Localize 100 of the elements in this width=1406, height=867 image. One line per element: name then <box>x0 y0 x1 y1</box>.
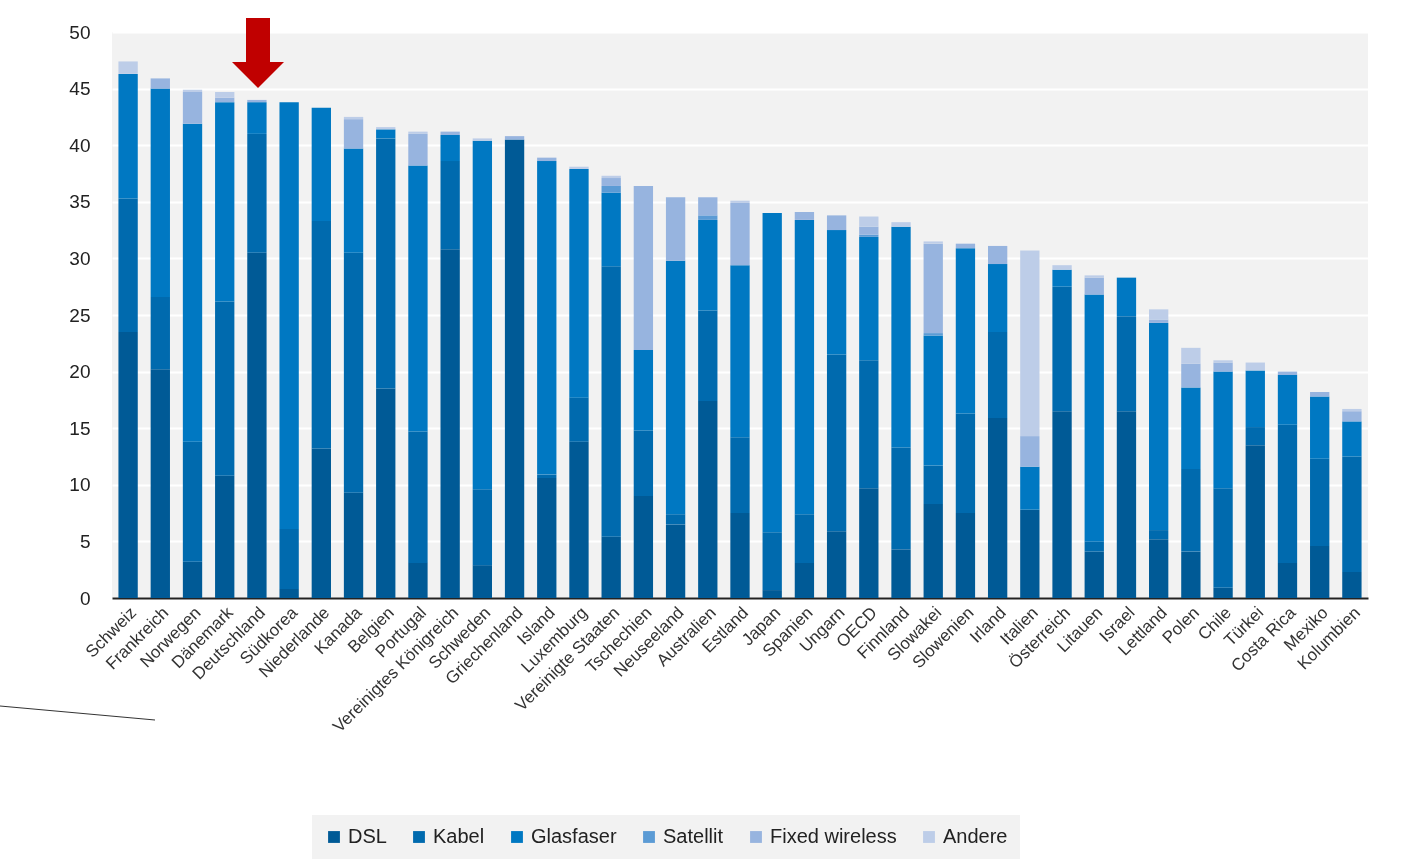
bar <box>1310 545 1330 598</box>
bar <box>601 536 621 598</box>
y-tick-label: 45 <box>69 78 91 100</box>
bar <box>665 514 686 525</box>
bar <box>408 165 428 432</box>
bar <box>665 197 686 261</box>
bar <box>343 252 364 493</box>
bar <box>730 513 750 598</box>
bar <box>150 369 170 598</box>
bar <box>569 397 589 442</box>
bar <box>826 230 847 355</box>
bar <box>118 61 138 74</box>
bar <box>182 92 203 124</box>
bar <box>794 514 815 563</box>
bar <box>569 168 589 398</box>
bar <box>1149 322 1169 531</box>
bar <box>215 92 235 98</box>
bar <box>440 161 460 250</box>
bar <box>601 185 621 193</box>
bar <box>311 221 331 449</box>
y-tick-label: 40 <box>69 134 91 156</box>
y-tick-label: 50 <box>69 21 91 43</box>
bar <box>150 296 170 370</box>
bar <box>215 102 235 302</box>
bar <box>1181 363 1201 388</box>
bar <box>1245 427 1265 446</box>
bar <box>472 140 493 490</box>
bar <box>1213 360 1233 363</box>
bar <box>1213 371 1233 489</box>
bar <box>1277 562 1298 598</box>
bar <box>955 248 976 414</box>
bar <box>730 265 750 438</box>
bar <box>472 489 493 566</box>
bar <box>1310 458 1330 546</box>
legend-label: Kabel <box>433 825 485 847</box>
y-tick-label: 25 <box>69 304 91 326</box>
bar <box>408 562 428 598</box>
bar <box>762 213 782 533</box>
bar <box>859 488 879 598</box>
bar <box>633 350 654 431</box>
bar <box>730 437 750 514</box>
bar <box>762 590 782 598</box>
bar <box>1342 411 1362 422</box>
bar <box>730 200 750 203</box>
bar <box>376 388 396 598</box>
legend-label: Andere <box>943 825 1008 847</box>
bar <box>1213 488 1233 588</box>
bar <box>215 301 235 476</box>
bar <box>1052 286 1072 412</box>
bar <box>665 260 686 515</box>
bar <box>698 310 718 402</box>
bar <box>247 252 267 598</box>
y-tick-label: 30 <box>69 247 91 269</box>
bar <box>794 562 815 598</box>
bar <box>1245 445 1265 598</box>
bar <box>279 102 299 529</box>
bar <box>1149 539 1169 598</box>
bar <box>601 192 621 267</box>
bar <box>794 211 815 220</box>
bar <box>730 202 750 266</box>
bar <box>1020 466 1040 510</box>
bar <box>1149 309 1169 320</box>
bar <box>698 219 718 311</box>
bar <box>633 496 654 598</box>
bar <box>343 119 364 149</box>
bar <box>150 88 170 297</box>
bar <box>1084 551 1104 598</box>
bar <box>408 431 428 563</box>
bar <box>859 226 879 235</box>
bar <box>923 465 943 505</box>
bar <box>859 360 879 489</box>
bar <box>1084 275 1104 278</box>
bar <box>1342 408 1362 412</box>
bar <box>1277 375 1298 425</box>
bar <box>504 139 525 598</box>
legend-label: Fixed wireless <box>770 825 897 847</box>
bar <box>1020 250 1040 437</box>
bar <box>665 524 686 598</box>
bar <box>1213 362 1233 372</box>
bar <box>215 475 235 598</box>
bar <box>1052 411 1072 598</box>
bar <box>1310 391 1330 397</box>
bar <box>1342 421 1362 457</box>
bar <box>311 448 331 598</box>
bar <box>408 131 428 134</box>
bar <box>182 441 203 562</box>
bar <box>1245 370 1265 428</box>
bar <box>1342 456 1362 572</box>
bar <box>1020 436 1040 467</box>
bar <box>279 588 299 598</box>
bar <box>826 354 847 532</box>
bar <box>247 99 267 103</box>
bar <box>1181 468 1201 552</box>
bar <box>118 331 138 598</box>
bar <box>1084 277 1104 295</box>
bar <box>762 532 782 591</box>
bar <box>698 197 718 216</box>
bar <box>118 198 138 332</box>
bar <box>1342 571 1362 598</box>
y-tick-label: 5 <box>79 530 91 552</box>
